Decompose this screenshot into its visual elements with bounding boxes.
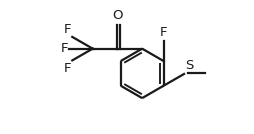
Text: F: F [160,26,167,39]
Text: S: S [185,59,193,72]
Text: O: O [112,9,123,22]
Text: F: F [64,62,71,75]
Text: F: F [60,42,68,55]
Text: F: F [64,23,71,36]
